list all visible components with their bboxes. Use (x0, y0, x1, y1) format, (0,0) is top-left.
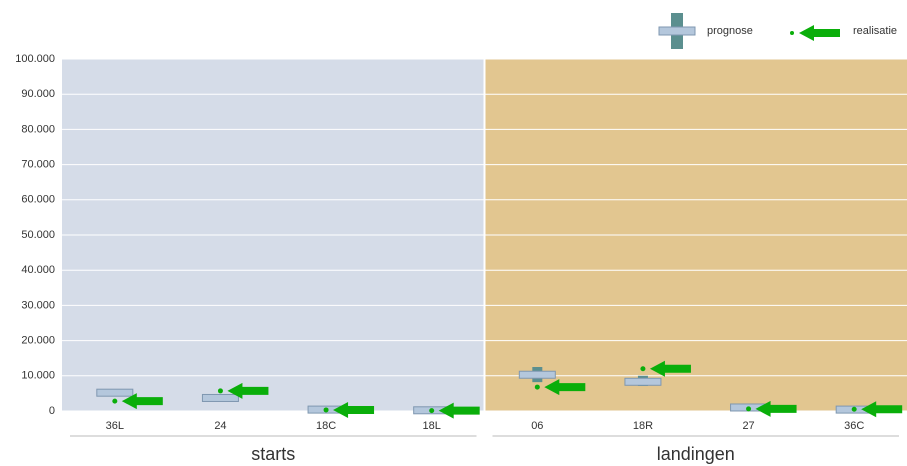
x-tick-label: 18R (633, 420, 653, 432)
y-tick-label: 90.000 (21, 88, 55, 100)
legend-dot-icon (790, 31, 794, 35)
realisatie-arrow (649, 360, 691, 377)
x-tick-label: 24 (214, 420, 226, 432)
realisatie-arrow (333, 401, 375, 418)
legend-arrow-icon (799, 25, 840, 41)
group-label: starts (251, 444, 295, 464)
x-tick-label: 06 (531, 420, 543, 432)
y-tick-label: 70.000 (21, 159, 55, 171)
realisatie-dot (534, 384, 540, 390)
y-tick-label: 60.000 (21, 194, 55, 206)
y-tick-label: 10.000 (21, 370, 55, 382)
realisatie-dot (429, 408, 435, 414)
legend-label: realisatie (853, 25, 897, 37)
realisatie-dot (851, 406, 857, 412)
x-tick-label: 36L (106, 420, 124, 432)
prognose-box (518, 370, 556, 379)
y-tick-label: 30.000 (21, 299, 55, 311)
realisatie-arrow (227, 382, 269, 399)
realisatie-dot (640, 366, 646, 372)
group-label: landingen (657, 444, 735, 464)
y-tick-label: 50.000 (21, 229, 55, 241)
prognose-box (624, 377, 662, 386)
realisatie-dot (746, 406, 752, 412)
realisatie-arrow (121, 393, 163, 410)
realisatie-arrow (438, 402, 480, 419)
y-tick-label: 20.000 (21, 335, 55, 347)
realisatie-dot (323, 407, 329, 413)
y-tick-label: 40.000 (21, 264, 55, 276)
legend-box-icon (658, 26, 696, 36)
realisatie-dot (112, 398, 118, 404)
x-tick-label: 27 (742, 420, 754, 432)
y-tick-label: 100.000 (15, 53, 55, 65)
realisatie-arrow (861, 401, 903, 418)
realisatie-dot (217, 388, 223, 394)
y-tick-label: 0 (49, 405, 55, 417)
x-tick-label: 18L (423, 420, 441, 432)
prognose-box (201, 393, 239, 402)
y-tick-label: 80.000 (21, 123, 55, 135)
realisatie-arrow (755, 400, 797, 417)
prognose-box (96, 388, 134, 397)
x-tick-label: 36C (844, 420, 864, 432)
legend-label: prognose (707, 25, 753, 37)
realisatie-arrow (544, 379, 586, 396)
x-tick-label: 18C (316, 420, 336, 432)
